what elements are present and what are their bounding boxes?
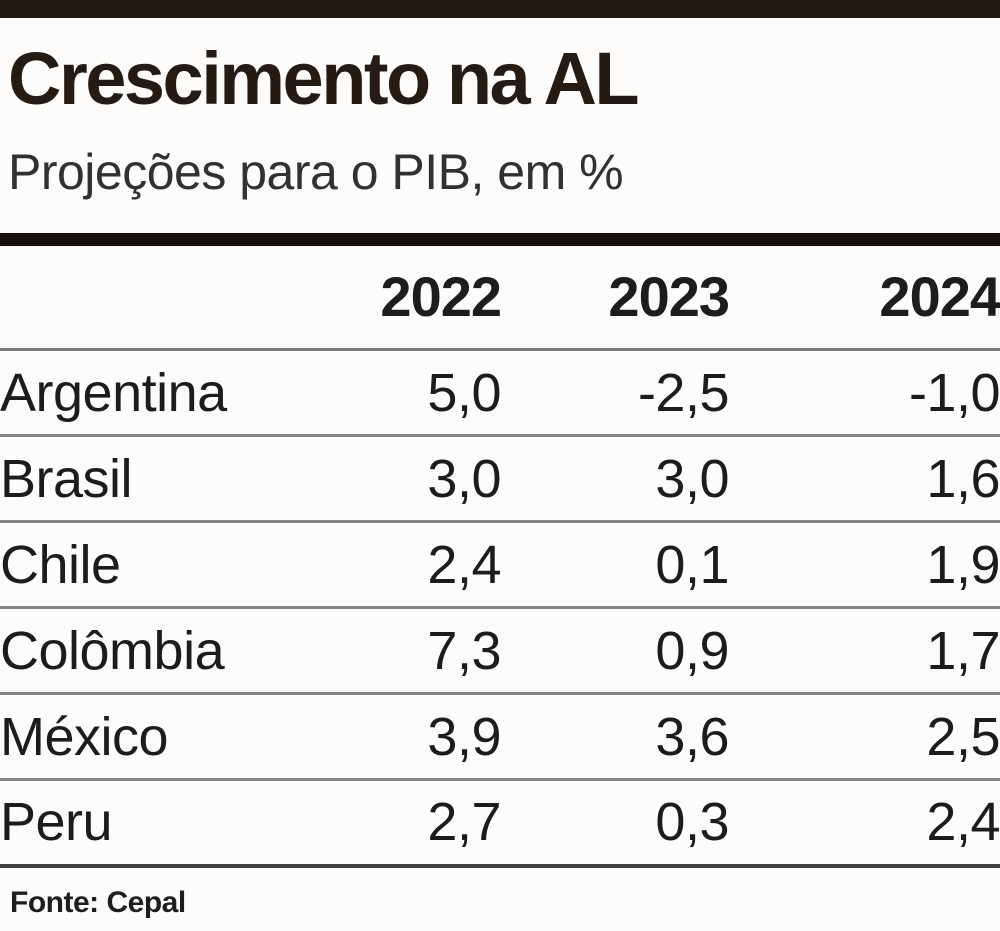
value-cell: 7,3 xyxy=(296,607,502,695)
column-header-2023: 2023 xyxy=(501,245,730,351)
value-cell: 1,6 xyxy=(729,435,1000,523)
column-header-2024: 2024 xyxy=(729,245,1000,351)
table-row-chile: Chile 2,4 0,1 1,9 xyxy=(0,521,1000,609)
country-label: Peru xyxy=(0,779,296,868)
value-cell: -2,5 xyxy=(501,349,730,437)
value-cell: 2,4 xyxy=(296,521,502,609)
value-cell: 0,3 xyxy=(501,779,730,868)
value-cell: 2,4 xyxy=(729,779,1000,868)
table-row-brasil: Brasil 3,0 3,0 1,6 xyxy=(0,435,1000,523)
value-cell: 3,6 xyxy=(501,693,730,781)
chart-title: Crescimento na AL xyxy=(8,37,640,120)
country-label: Argentina xyxy=(0,349,296,437)
corner-cell xyxy=(0,245,296,351)
value-cell: 0,1 xyxy=(501,521,730,609)
country-label: Colômbia xyxy=(0,607,296,695)
value-cell: 2,7 xyxy=(296,779,502,868)
chart-subtitle: Projeções para o PIB, em % xyxy=(8,144,624,200)
value-cell: 1,9 xyxy=(729,521,1000,609)
country-label: Brasil xyxy=(0,435,296,523)
country-label: México xyxy=(0,693,296,781)
value-cell: 1,7 xyxy=(729,607,1000,695)
value-cell: 3,0 xyxy=(501,435,730,523)
header-divider xyxy=(0,232,1000,246)
value-cell: 2,5 xyxy=(729,693,1000,781)
value-cell: 5,0 xyxy=(296,349,502,437)
table-header-row: 2022 2023 2024 xyxy=(0,245,1000,351)
table-row-mexico: México 3,9 3,6 2,5 xyxy=(0,693,1000,781)
value-cell: 3,0 xyxy=(296,435,502,523)
table-row-colombia: Colômbia 7,3 0,9 1,7 xyxy=(0,607,1000,695)
gdp-projections-table: 2022 2023 2024 Argentina 5,0 -2,5 -1,0 B… xyxy=(0,245,1000,868)
source-note: Fonte: Cepal xyxy=(10,885,186,919)
column-header-2022: 2022 xyxy=(296,245,502,351)
value-cell: -1,0 xyxy=(729,349,1000,437)
value-cell: 3,9 xyxy=(296,693,502,781)
table-row-peru: Peru 2,7 0,3 2,4 xyxy=(0,779,1000,868)
value-cell: 0,9 xyxy=(501,607,730,695)
top-rule xyxy=(0,0,1000,18)
table-row-argentina: Argentina 5,0 -2,5 -1,0 xyxy=(0,349,1000,437)
country-label: Chile xyxy=(0,521,296,609)
